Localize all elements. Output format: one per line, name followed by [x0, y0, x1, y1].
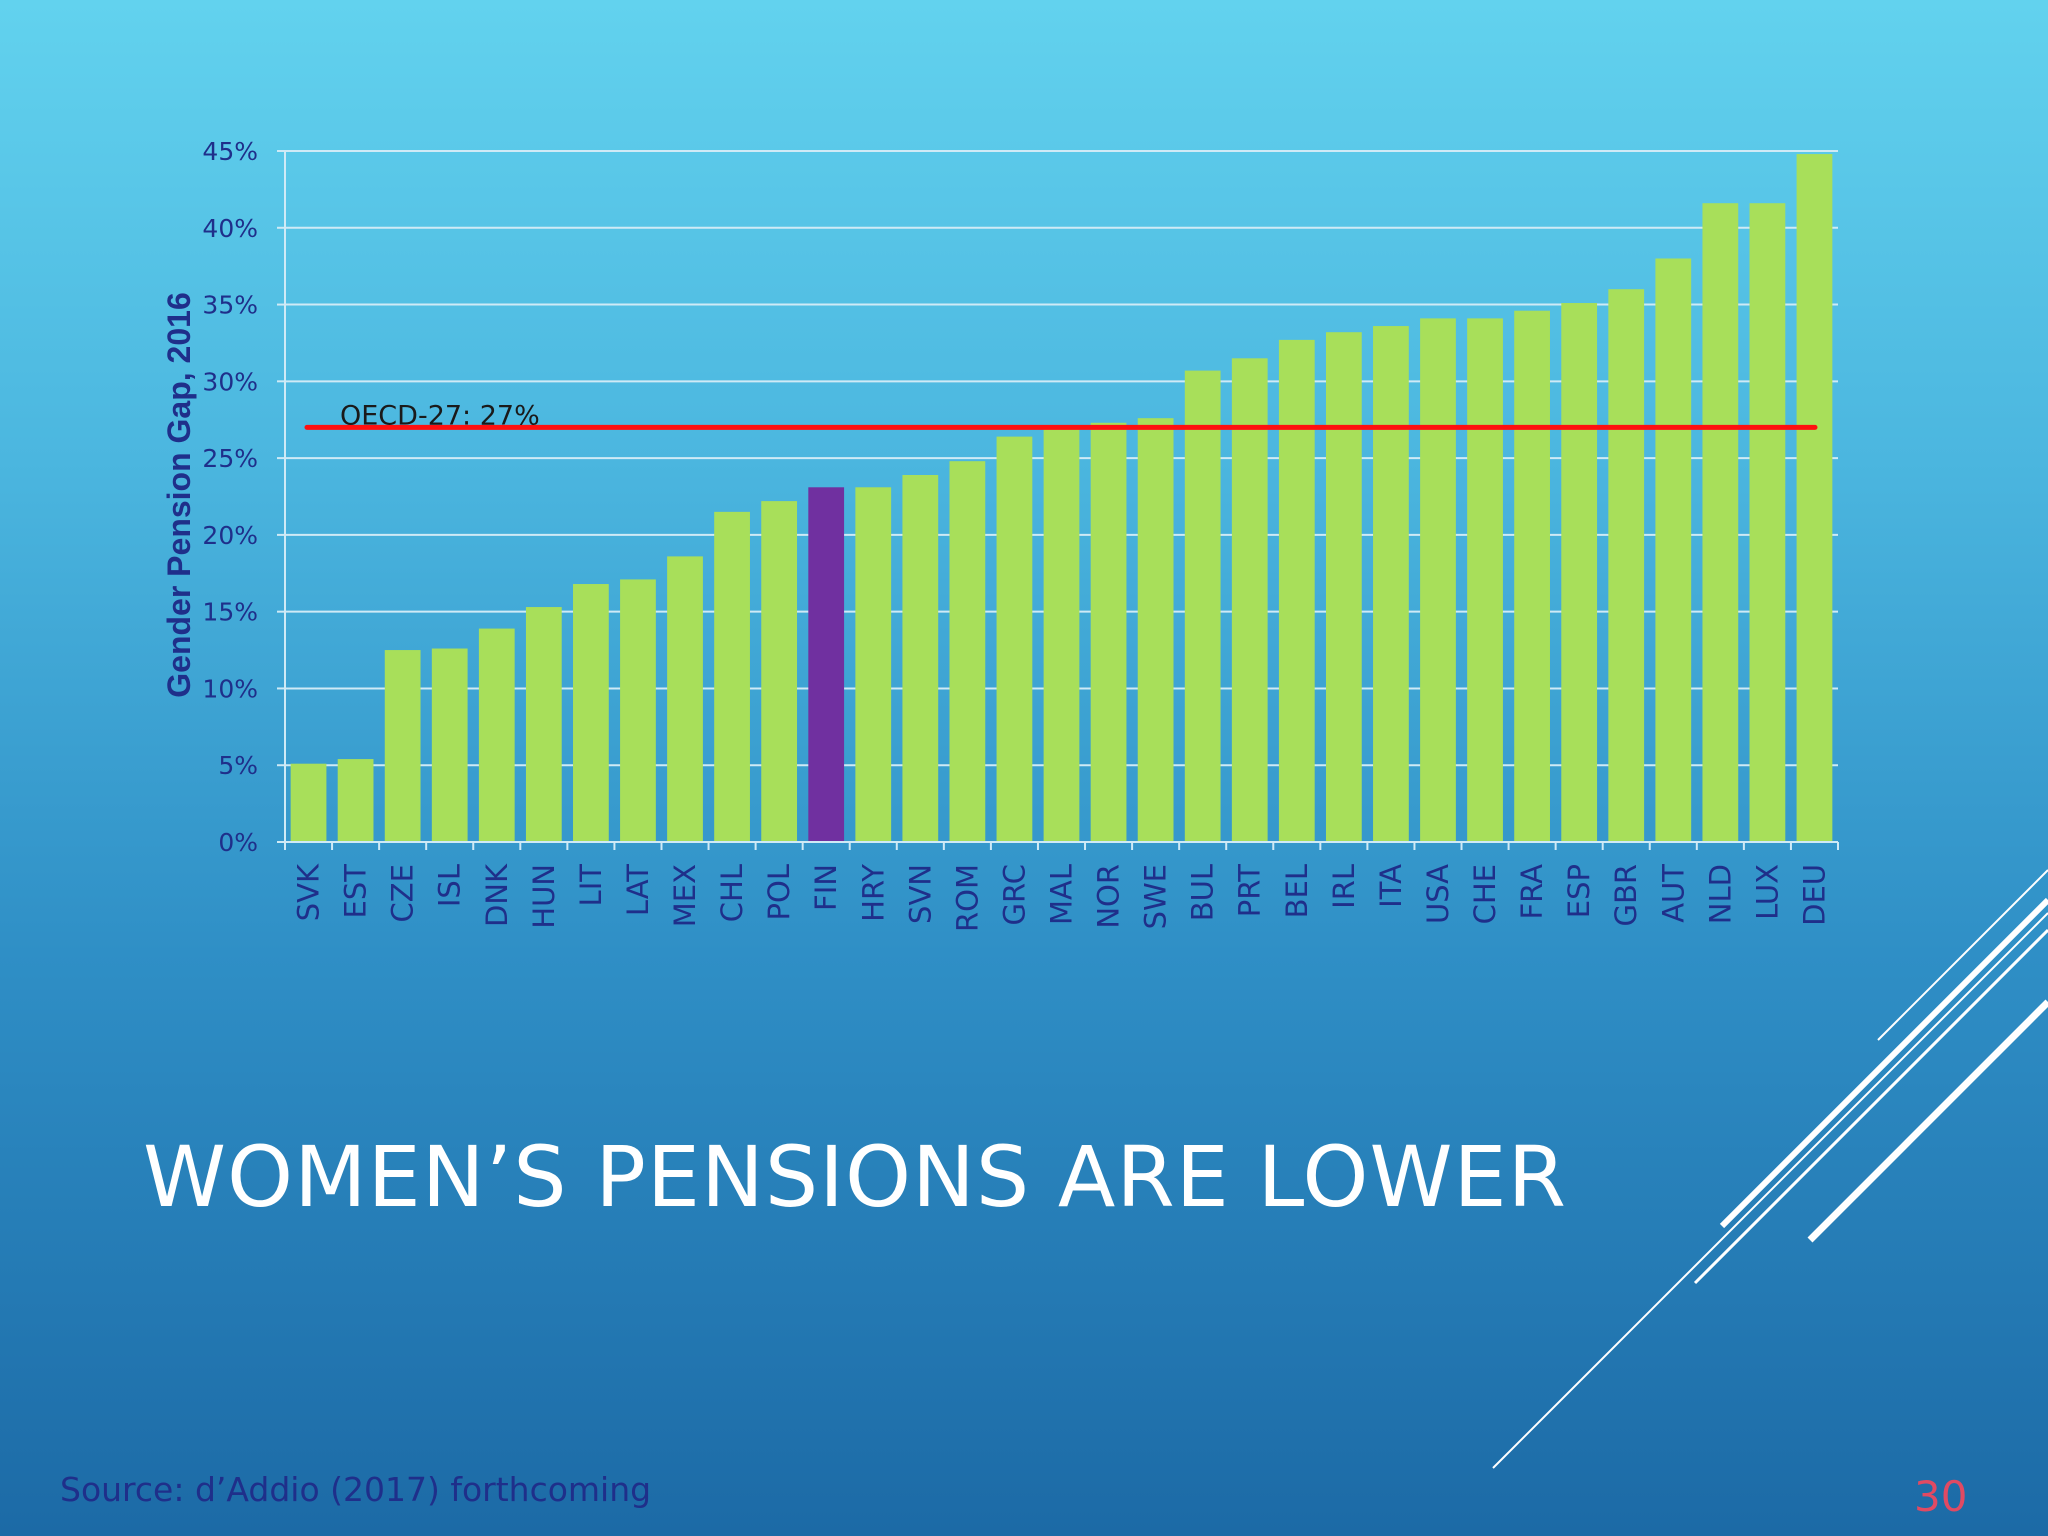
- x-tick-label-deu: DEU: [1797, 864, 1831, 926]
- bar-isl: [431, 648, 468, 842]
- bar-aut: [1655, 258, 1692, 842]
- bar-fin: [808, 487, 845, 842]
- x-tick-label-est: EST: [339, 864, 373, 919]
- slide-title: WOMEN’S PENSIONS ARE LOWER: [143, 1128, 1567, 1226]
- x-tick-label-fin: FIN: [809, 864, 843, 911]
- bar-pol: [761, 501, 798, 842]
- bar-est: [337, 759, 374, 842]
- y-tick-label: 25%: [202, 444, 258, 473]
- x-tick-label-svn: SVN: [903, 864, 937, 924]
- bar-gbr: [1608, 289, 1645, 842]
- bar-che: [1467, 318, 1503, 842]
- y-tick-label: 45%: [202, 137, 258, 166]
- y-tick-label: 0%: [218, 828, 258, 857]
- x-tick-label-irl: IRL: [1327, 864, 1361, 909]
- bar-svk: [290, 763, 327, 842]
- bar-esp: [1561, 303, 1598, 842]
- x-tick-label-nor: NOR: [1092, 864, 1126, 929]
- x-tick-label-svk: SVK: [292, 863, 326, 921]
- bar-chl: [714, 511, 750, 842]
- y-tick-label: 5%: [218, 751, 258, 780]
- y-tick-labels: 0% 5% 10% 15% 20% 25% 30% 35% 40% 45%: [202, 137, 258, 857]
- bar-hun: [525, 607, 562, 842]
- bar-ita: [1373, 326, 1409, 842]
- x-tick-label-che: CHE: [1468, 864, 1502, 924]
- bar-nld: [1702, 203, 1739, 843]
- y-tick-label: 40%: [202, 214, 258, 243]
- x-tick-label-gbr: GBR: [1609, 864, 1643, 927]
- bar-prt: [1231, 358, 1268, 842]
- x-tick-label-fra: FRA: [1515, 864, 1549, 920]
- bar-swe: [1137, 418, 1174, 842]
- x-tick-label-rom: ROM: [950, 864, 984, 932]
- bar-deu: [1796, 154, 1833, 842]
- bar-usa: [1420, 318, 1456, 842]
- bar-lux: [1749, 203, 1786, 843]
- bar-svn: [902, 475, 939, 842]
- x-tick-label-chl: CHL: [715, 864, 749, 922]
- source-citation: Source: d’Addio (2017) forthcoming: [60, 1470, 652, 1509]
- x-tick-label-swe: SWE: [1139, 864, 1173, 929]
- x-tick-label-hry: HRY: [856, 864, 890, 922]
- bar-bul: [1184, 370, 1221, 842]
- x-tick-label-usa: USA: [1421, 864, 1455, 924]
- bar-lit: [573, 584, 609, 842]
- y-tick-label: 35%: [202, 291, 258, 320]
- x-tick-label-aut: AUT: [1656, 864, 1690, 923]
- x-tick-label-lux: LUX: [1750, 864, 1784, 920]
- x-tick-label-pol: POL: [762, 864, 796, 920]
- x-tick-label-prt: PRT: [1233, 864, 1267, 918]
- bar-bel: [1278, 339, 1315, 842]
- y-tick-label: 10%: [202, 674, 258, 703]
- bar-lat: [620, 579, 656, 842]
- gender-pension-gap-chart: 0% 5% 10% 15% 20% 25% 30% 35% 40% 45% SVK EST CZE IS…: [161, 137, 1839, 932]
- page-number: 30: [1914, 1472, 1968, 1521]
- y-tick-label: 15%: [202, 598, 258, 627]
- x-tick-label-bel: BEL: [1280, 864, 1314, 918]
- x-tick-label-mex: MEX: [668, 864, 702, 927]
- y-axis-label: Gender Pension Gap, 2016: [161, 292, 197, 697]
- bars: [290, 154, 1833, 843]
- x-tick-label-isl: ISL: [433, 864, 467, 907]
- x-tick-label-grc: GRC: [997, 864, 1031, 925]
- x-tick-label-lat: LAT: [621, 864, 655, 916]
- bar-mal: [1043, 427, 1080, 842]
- x-tick-label-bul: BUL: [1186, 864, 1220, 921]
- x-tick-label-nld: NLD: [1703, 864, 1737, 924]
- bar-grc: [996, 436, 1033, 842]
- bar-cze: [384, 650, 421, 842]
- x-tick-label-ita: ITA: [1374, 864, 1408, 908]
- x-tick-label-mal: MAL: [1045, 864, 1079, 925]
- bar-rom: [949, 461, 986, 842]
- x-tick-label-hun: HUN: [527, 864, 561, 929]
- x-tick-label-lit: LIT: [574, 864, 608, 907]
- bar-hry: [855, 487, 892, 842]
- x-tick-label-esp: ESP: [1562, 864, 1596, 918]
- bar-irl: [1325, 332, 1362, 842]
- bar-dnk: [478, 628, 515, 842]
- x-tick-labels: SVK EST CZE ISL DNK HUN LIT LAT MEX CHL POL FIN HRY S…: [292, 863, 1832, 932]
- bar-nor: [1090, 422, 1127, 842]
- bar-mex: [667, 556, 703, 842]
- oecd-average-label: OECD-27: 27%: [340, 400, 540, 431]
- reference-line-group: OECD-27: 27%: [304, 400, 1818, 431]
- y-tick-label: 30%: [202, 367, 258, 396]
- y-tick-label: 20%: [202, 521, 258, 550]
- axes: [284, 151, 1839, 850]
- x-tick-label-cze: CZE: [386, 864, 420, 922]
- x-tick-label-dnk: DNK: [480, 863, 514, 927]
- bar-fra: [1514, 310, 1550, 843]
